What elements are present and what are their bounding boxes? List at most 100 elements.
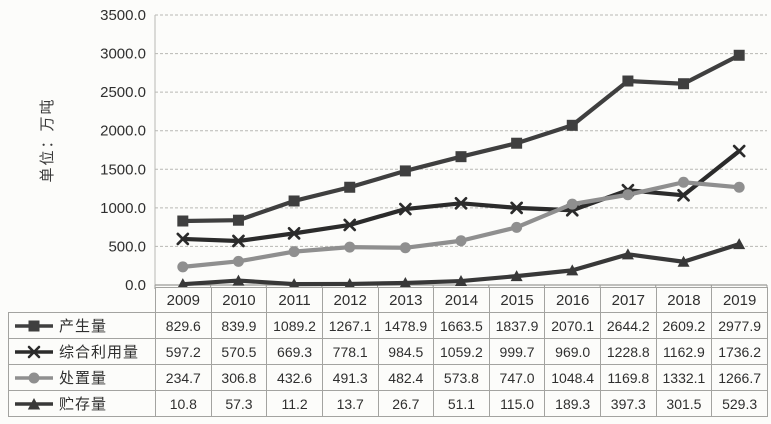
value-cell: 189.3 xyxy=(544,390,601,417)
x-marker xyxy=(343,218,357,232)
value-cell: 747.0 xyxy=(488,364,546,391)
x-marker xyxy=(732,144,746,158)
square-marker xyxy=(177,215,189,227)
square-marker xyxy=(511,137,523,149)
table-row-utilization: 综合利用量 597.2 570.5 669.3 778.1 984.5 1059.2 999… xyxy=(8,338,768,365)
value-cell: 1267.1 xyxy=(321,312,379,339)
value-cell: 432.6 xyxy=(266,364,323,391)
y-tick-label: 3000.0 xyxy=(100,46,146,63)
data-table: 2009 2010 2011 2012 2013 2014 2015 2016 2017 2018… xyxy=(8,287,768,417)
legend-key-storage: 贮存量 xyxy=(8,390,156,417)
square-marker xyxy=(678,78,690,90)
table-row-disposal: 处置量 234.7 306.8 432.6 491.3 482.4 573.8 747.0 1… xyxy=(8,364,768,391)
value-cell: 969.0 xyxy=(544,338,601,365)
value-cell: 1837.9 xyxy=(488,312,546,339)
circle-marker xyxy=(511,221,523,233)
year-header-row: 2009 2010 2011 2012 2013 2014 2015 2016 2017 2018… xyxy=(9,287,768,313)
triangle-marker-legend-icon xyxy=(15,397,53,409)
value-cell: 1048.4 xyxy=(544,364,601,391)
value-cell: 11.2 xyxy=(266,390,323,417)
value-cell: 10.8 xyxy=(155,390,212,417)
triangle-marker xyxy=(677,255,690,267)
series-label: 贮存量 xyxy=(59,396,108,413)
y-tick-label: 1500.0 xyxy=(100,161,146,178)
value-cell: 306.8 xyxy=(210,364,268,391)
value-cell: 234.7 xyxy=(155,364,212,391)
series-label: 处置量 xyxy=(59,370,108,387)
year-header-cell: 2015 xyxy=(488,287,546,313)
value-cell: 778.1 xyxy=(321,338,379,365)
series-label: 产生量 xyxy=(59,318,108,335)
circle-marker xyxy=(177,261,189,273)
value-cell: 1736.2 xyxy=(711,338,768,365)
y-tick-label: 2000.0 xyxy=(100,123,146,140)
square-marker xyxy=(399,165,411,177)
value-cell: 573.8 xyxy=(433,364,490,391)
circle-marker xyxy=(288,246,300,258)
value-cell: 2070.1 xyxy=(544,312,601,339)
value-cell: 2644.2 xyxy=(600,312,657,339)
value-cell: 13.7 xyxy=(321,390,379,417)
value-cell: 1162.9 xyxy=(655,338,713,365)
x-marker xyxy=(176,232,190,246)
legend-key-production: 产生量 xyxy=(8,312,156,339)
value-cell: 1089.2 xyxy=(266,312,323,339)
value-cell: 57.3 xyxy=(210,390,268,417)
circle-marker xyxy=(622,189,634,201)
x-marker xyxy=(677,188,690,202)
x-marker-legend-icon xyxy=(15,345,53,358)
y-tick-label: 0.0 xyxy=(125,277,146,294)
table-row-production: 产生量 829.6 839.9 1089.2 1267.1 1478.9 1663.5 18… xyxy=(8,312,768,339)
value-cell: 2977.9 xyxy=(711,312,768,339)
year-header-cell: 2019 xyxy=(711,287,768,313)
value-cell: 115.0 xyxy=(488,390,546,417)
x-marker xyxy=(454,196,468,210)
year-header-cell: 2014 xyxy=(433,287,490,313)
value-cell: 1059.2 xyxy=(433,338,490,365)
year-header-cell: 2013 xyxy=(377,287,435,313)
value-cell: 1169.8 xyxy=(600,364,657,391)
value-cell: 482.4 xyxy=(377,364,435,391)
circle-marker xyxy=(232,255,244,267)
legend-key-utilization: 综合利用量 xyxy=(8,338,156,365)
triangle-marker xyxy=(621,248,634,260)
square-marker xyxy=(733,49,745,61)
value-cell: 999.7 xyxy=(488,338,546,365)
value-cell: 839.9 xyxy=(210,312,268,339)
value-cell: 1266.7 xyxy=(711,364,768,391)
circle-marker xyxy=(733,181,745,193)
triangle-marker xyxy=(288,278,301,290)
x-marker xyxy=(510,201,523,215)
table-corner-spacer xyxy=(9,288,156,313)
y-tick-label: 3500.0 xyxy=(100,7,146,24)
year-header-cell: 2016 xyxy=(544,287,601,313)
series-label: 综合利用量 xyxy=(59,344,140,361)
circle-marker xyxy=(344,241,356,253)
year-header-cell: 2009 xyxy=(155,287,212,313)
value-cell: 2609.2 xyxy=(655,312,713,339)
value-cell: 829.6 xyxy=(155,312,212,339)
square-marker xyxy=(566,119,578,131)
y-axis-tick-labels: 0.0 500.0 1000.0 1500.0 2000.0 2500.0 3000.0 35… xyxy=(100,7,146,294)
square-marker xyxy=(455,151,467,163)
series-2-circle xyxy=(177,176,745,273)
line-chart-plot: 0.0 500.0 1000.0 1500.0 2000.0 2500.0 3000.0 35… xyxy=(100,7,768,294)
value-cell: 301.5 xyxy=(655,390,713,417)
year-header-cell: 2010 xyxy=(210,287,268,313)
y-tick-label: 1000.0 xyxy=(100,200,146,217)
triangle-marker xyxy=(399,276,412,288)
circle-marker-legend-icon xyxy=(15,372,53,383)
gridlines xyxy=(155,14,767,286)
value-cell: 984.5 xyxy=(377,338,435,365)
year-header-cell: 2018 xyxy=(655,287,713,313)
value-cell: 597.2 xyxy=(155,338,212,365)
value-cell: 1478.9 xyxy=(377,312,435,339)
year-header-cell: 2011 xyxy=(266,287,323,313)
circle-marker xyxy=(678,176,690,188)
value-cell: 1663.5 xyxy=(433,312,490,339)
circle-marker xyxy=(455,235,467,247)
triangle-marker xyxy=(510,270,523,282)
value-cell: 1228.8 xyxy=(600,338,657,365)
y-tick-label: 2500.0 xyxy=(100,84,146,101)
